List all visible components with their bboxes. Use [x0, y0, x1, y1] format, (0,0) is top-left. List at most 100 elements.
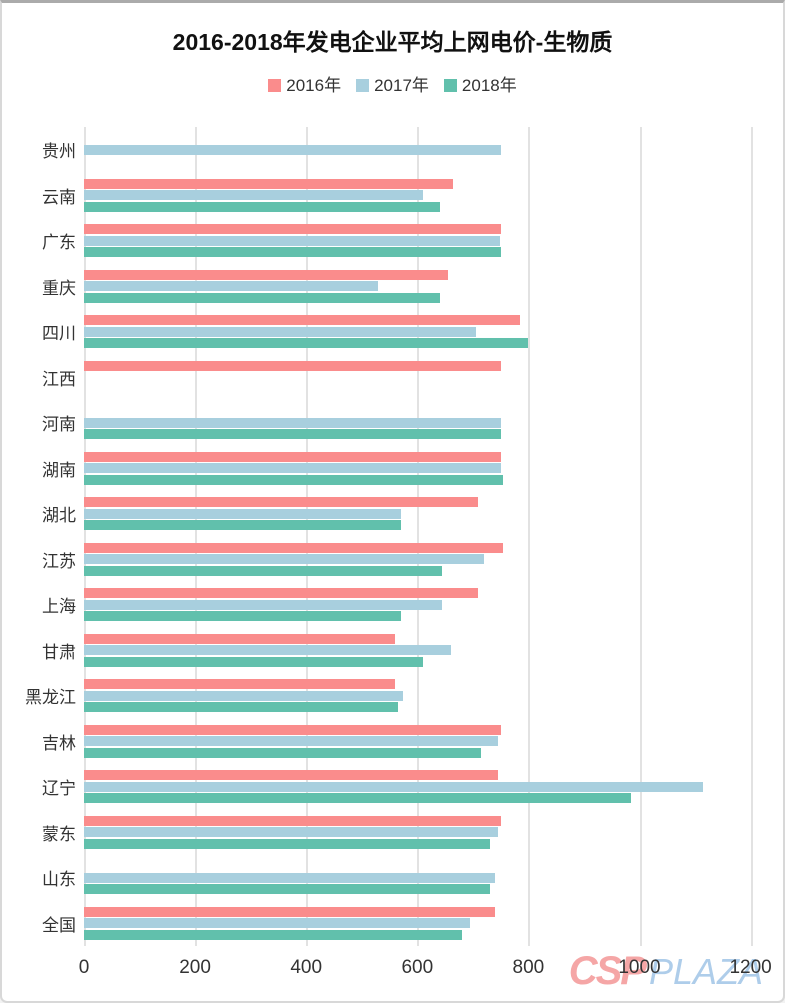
- bar-slot-2016年: [84, 497, 783, 508]
- bar-2016年-甘肃: [84, 633, 396, 644]
- gridline-400: [306, 127, 309, 946]
- legend-item-2017年[interactable]: 2017年: [356, 77, 429, 94]
- bar-group: [84, 360, 783, 395]
- bar-slot-2017年: [84, 281, 783, 292]
- bar-slot-2017年: [84, 827, 783, 838]
- bar-2016年-江苏: [84, 542, 504, 553]
- gridline-600: [417, 127, 420, 946]
- bar-2018年-江苏: [84, 565, 443, 576]
- legend-item-2018年[interactable]: 2018年: [443, 76, 517, 95]
- bar-slot-2017年: [84, 235, 783, 246]
- bar-2016年-上海: [84, 588, 479, 599]
- bar-slot-2018年: [84, 611, 783, 622]
- category-label: 广东: [42, 233, 76, 253]
- bar-group: [84, 269, 783, 304]
- bar-slot-2018年: [84, 884, 783, 895]
- bar-2017年-吉林: [84, 736, 498, 747]
- bar-group: [84, 451, 783, 486]
- bar-2018年-吉林: [84, 747, 482, 758]
- bar-group: [84, 178, 783, 213]
- legend-swatch-icon: [443, 79, 457, 92]
- bar-group: [84, 906, 783, 941]
- bar-group: [84, 770, 783, 805]
- legend-label: 2018年: [461, 76, 517, 95]
- bar-slot-2018年: [84, 474, 783, 485]
- bar-slot-2018年: [84, 520, 783, 531]
- bar-slot-2017年: [84, 872, 783, 883]
- bar-2017年-蒙东: [84, 827, 498, 838]
- bar-slot-2017年: [84, 463, 783, 474]
- bar-2017年-上海: [84, 599, 443, 610]
- chart-title: 2016-2018年发电企业平均上网电价-生物质: [172, 29, 613, 55]
- bar-slot-2018年: [84, 156, 783, 166]
- bar-group: [84, 542, 783, 577]
- bar-slot-2017年: [84, 372, 783, 382]
- x-tick-label-800: 800: [512, 957, 545, 978]
- legend-item-2016年[interactable]: 2016年: [268, 77, 341, 94]
- category-label: 湖北: [42, 506, 76, 526]
- bar-2017年-湖南: [84, 463, 501, 474]
- category-row-上海: 上海: [2, 582, 783, 628]
- bar-slot-2018年: [84, 565, 783, 576]
- bar-slot-2016年: [84, 724, 783, 735]
- bar-2017年-河南: [84, 417, 501, 428]
- category-row-湖北: 湖北: [2, 491, 783, 537]
- bar-2016年-湖北: [84, 497, 479, 508]
- x-tick-label-400: 400: [290, 957, 323, 978]
- bar-slot-2018年: [84, 929, 783, 940]
- category-row-山东: 山东: [2, 855, 783, 901]
- bar-2018年-甘肃: [84, 656, 423, 667]
- bar-slot-2016年: [84, 633, 783, 644]
- bar-slot-2017年: [84, 554, 783, 565]
- x-tick-label-200: 200: [179, 957, 211, 978]
- category-row-四川: 四川: [2, 309, 783, 355]
- bar-slot-2018年: [84, 292, 783, 303]
- bar-slot-2016年: [84, 178, 783, 189]
- bar-2018年-河南: [84, 429, 501, 440]
- bar-slot-2017年: [84, 417, 783, 428]
- bar-2017年-山东: [84, 872, 496, 883]
- gridline-200: [195, 127, 198, 946]
- bar-2018年-上海: [84, 611, 401, 622]
- bar-slot-2018年: [84, 247, 783, 258]
- bar-2016年-辽宁: [84, 770, 498, 781]
- bar-group: [84, 633, 783, 668]
- gridline-1000: [639, 127, 642, 946]
- bar-slot-2018年: [84, 201, 783, 212]
- category-row-吉林: 吉林: [2, 719, 783, 765]
- bar-group: [84, 679, 783, 714]
- category-row-辽宁: 辽宁: [2, 764, 783, 810]
- bar-2018年-湖北: [84, 520, 401, 531]
- bar-slot-2017年: [84, 736, 783, 747]
- bar-slot-2016年: [84, 679, 783, 690]
- bar-slot-2016年: [84, 406, 783, 416]
- category-row-蒙东: 蒙东: [2, 810, 783, 856]
- category-label: 上海: [42, 597, 76, 617]
- legend-label: 2017年: [374, 76, 429, 95]
- bar-slot-2016年: [84, 133, 783, 143]
- bar-slot-2016年: [84, 360, 783, 371]
- bar-2016年-四川: [84, 315, 521, 326]
- category-label: 甘肃: [42, 642, 76, 662]
- bar-slot-2017年: [84, 144, 783, 155]
- x-tick-label-1200: 1200: [729, 957, 772, 978]
- bar-2017年-全国: [84, 918, 471, 929]
- x-tick-label-1000: 1000: [618, 957, 661, 978]
- bar-slot-2017年: [84, 508, 783, 519]
- gridline-800: [528, 127, 531, 946]
- bar-2016年-江西: [84, 360, 501, 371]
- bar-2017年-甘肃: [84, 645, 451, 656]
- bar-slot-2017年: [84, 190, 783, 201]
- bar-2018年-山东: [84, 884, 490, 895]
- bar-slot-2016年: [84, 861, 783, 871]
- x-tick-label-0: 0: [78, 957, 90, 978]
- bar-slot-2018年: [84, 702, 783, 713]
- bar-group: [84, 588, 783, 623]
- bar-2017年-江苏: [84, 554, 484, 565]
- category-row-江苏: 江苏: [2, 537, 783, 583]
- category-label: 重庆: [42, 278, 76, 298]
- category-row-黑龙江: 黑龙江: [2, 673, 783, 719]
- gridline-1200: [750, 127, 753, 946]
- category-label: 贵州: [42, 142, 76, 162]
